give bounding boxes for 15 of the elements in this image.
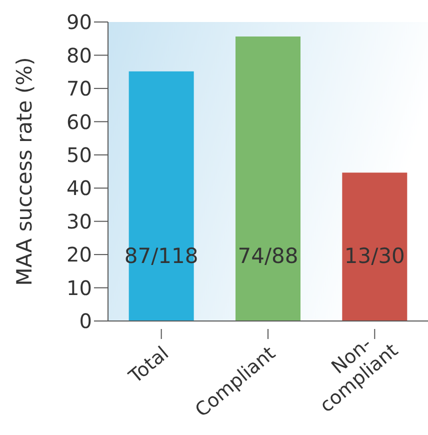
y-tick-label: 70 [66,76,92,101]
y-tick-label: 30 [66,209,92,234]
y-tick-label: 20 [66,242,92,267]
data-label: 13/30 [344,244,405,268]
y-tick-label: 0 [79,309,92,334]
y-tick-label: 40 [66,176,92,200]
y-tick-label: 90 [66,10,92,34]
y-axis-title: MAA success rate (%) [12,57,36,286]
y-tick-label: 10 [66,276,92,300]
bar [236,36,300,321]
y-tick-label: 80 [66,43,92,68]
y-tick-label: 50 [66,142,92,167]
bar [342,172,408,321]
data-label: 74/88 [238,244,298,268]
y-tick-label: 60 [66,110,92,134]
